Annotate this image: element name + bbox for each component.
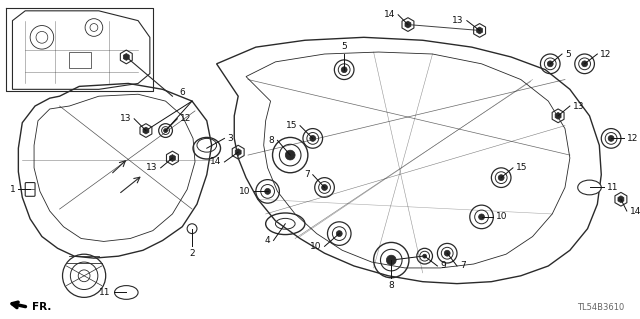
Text: 10: 10 bbox=[239, 187, 251, 196]
Text: TL54B3610: TL54B3610 bbox=[577, 303, 624, 312]
Text: 14: 14 bbox=[210, 158, 221, 167]
Text: 5: 5 bbox=[565, 49, 571, 58]
Polygon shape bbox=[124, 54, 129, 60]
Circle shape bbox=[310, 136, 316, 141]
Text: 14: 14 bbox=[630, 206, 640, 216]
Polygon shape bbox=[555, 112, 561, 119]
Circle shape bbox=[444, 250, 450, 256]
Circle shape bbox=[187, 224, 197, 234]
Circle shape bbox=[164, 129, 168, 132]
Text: 9: 9 bbox=[440, 262, 446, 271]
Text: 15: 15 bbox=[516, 163, 527, 172]
Circle shape bbox=[336, 231, 342, 236]
Circle shape bbox=[321, 184, 328, 190]
Text: 12: 12 bbox=[600, 49, 612, 58]
Text: 15: 15 bbox=[285, 121, 297, 130]
Text: 13: 13 bbox=[452, 16, 464, 25]
Polygon shape bbox=[618, 196, 624, 203]
Polygon shape bbox=[236, 149, 241, 156]
Text: 4: 4 bbox=[265, 236, 271, 245]
Circle shape bbox=[547, 61, 553, 67]
Polygon shape bbox=[143, 127, 149, 134]
Circle shape bbox=[285, 150, 295, 160]
Text: 13: 13 bbox=[146, 163, 157, 172]
Text: 7: 7 bbox=[460, 262, 466, 271]
Text: 11: 11 bbox=[607, 183, 619, 192]
Text: 13: 13 bbox=[120, 114, 131, 123]
Text: 6: 6 bbox=[179, 88, 185, 97]
Text: 11: 11 bbox=[99, 288, 111, 297]
Text: 12: 12 bbox=[627, 134, 638, 143]
Polygon shape bbox=[170, 155, 175, 161]
Text: 2: 2 bbox=[189, 249, 195, 258]
Ellipse shape bbox=[578, 180, 602, 195]
Ellipse shape bbox=[115, 286, 138, 299]
Circle shape bbox=[422, 254, 427, 258]
Circle shape bbox=[479, 214, 484, 220]
Text: 1: 1 bbox=[10, 185, 15, 194]
Polygon shape bbox=[405, 21, 411, 28]
Text: 13: 13 bbox=[573, 101, 584, 110]
Text: FR.: FR. bbox=[32, 302, 51, 312]
Circle shape bbox=[608, 136, 614, 141]
Circle shape bbox=[387, 255, 396, 265]
Text: 14: 14 bbox=[384, 10, 395, 19]
Text: 5: 5 bbox=[341, 42, 347, 51]
Text: 10: 10 bbox=[496, 212, 508, 221]
Polygon shape bbox=[477, 27, 483, 34]
Text: 8: 8 bbox=[269, 136, 275, 145]
Text: 3: 3 bbox=[227, 134, 233, 143]
Circle shape bbox=[582, 61, 588, 67]
Text: 8: 8 bbox=[388, 281, 394, 290]
Text: 7: 7 bbox=[304, 170, 310, 179]
Text: 10: 10 bbox=[310, 242, 321, 251]
Circle shape bbox=[265, 189, 271, 194]
Circle shape bbox=[499, 175, 504, 181]
Circle shape bbox=[341, 67, 347, 73]
Bar bbox=[69, 52, 91, 68]
Text: 12: 12 bbox=[180, 114, 191, 123]
